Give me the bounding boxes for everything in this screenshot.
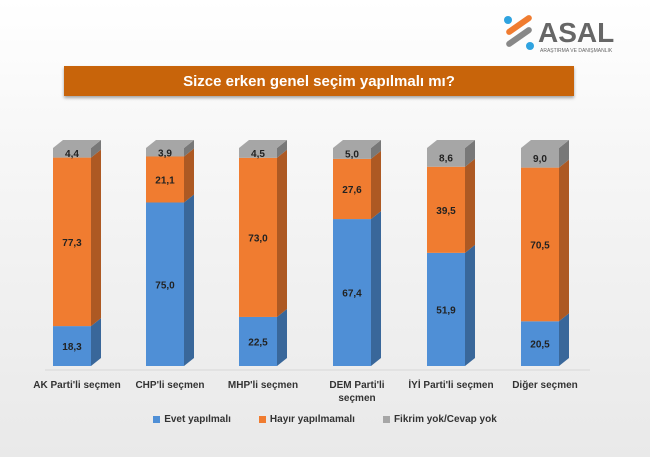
bar-segment xyxy=(53,326,91,366)
legend-item: Hayır yapılmamalı xyxy=(258,414,355,425)
data-label: 27,6 xyxy=(342,185,362,196)
bar-top xyxy=(239,140,287,148)
data-label: 20,5 xyxy=(530,340,550,351)
data-label: 22,5 xyxy=(248,337,268,348)
category-label: seçmen xyxy=(338,393,375,404)
bar-side xyxy=(184,140,194,157)
bar-top xyxy=(521,140,569,148)
data-label: 5,0 xyxy=(345,149,359,160)
bar-top xyxy=(146,140,194,148)
chart-title: Sizce erken genel seçim yapılmalı mı? xyxy=(64,66,574,96)
bar-top xyxy=(427,140,475,148)
bar-segment xyxy=(53,148,91,158)
bar-side xyxy=(277,140,287,158)
bar-side xyxy=(371,140,381,159)
data-label: 67,4 xyxy=(342,289,362,300)
data-label: 4,5 xyxy=(251,149,265,160)
bar-segment xyxy=(333,148,371,159)
category-label: CHP'li seçmen xyxy=(135,380,204,391)
data-label: 9,0 xyxy=(533,154,547,165)
bar-segment xyxy=(239,148,277,158)
bar-side xyxy=(91,149,101,327)
bar-side xyxy=(277,308,287,366)
category-label: MHP'li seçmen xyxy=(228,380,298,391)
bar-segment xyxy=(521,167,559,322)
bar-segment xyxy=(146,156,184,203)
legend-swatch xyxy=(258,416,266,423)
category-label: Diğer seçmen xyxy=(512,380,578,391)
bar-side xyxy=(465,158,475,253)
data-label: 18,3 xyxy=(62,342,82,353)
bar-segment xyxy=(146,202,184,366)
data-label: 70,5 xyxy=(530,240,550,251)
bar-side xyxy=(559,313,569,366)
data-label: 75,0 xyxy=(155,280,175,291)
data-label: 39,5 xyxy=(436,206,456,217)
bar-segment xyxy=(427,148,465,167)
bar-side xyxy=(559,159,569,322)
bar-side xyxy=(184,148,194,203)
category-label: İYİ Parti'li seçmen xyxy=(408,378,493,391)
bar-side xyxy=(91,140,101,158)
bar-segment xyxy=(146,148,184,157)
bar-side xyxy=(91,318,101,366)
asal-logo: ASAL ARAŞTIRMA VE DANIŞMANLIK xyxy=(504,15,614,54)
data-label: 73,0 xyxy=(248,233,268,244)
bar-segment xyxy=(239,316,277,366)
logo-text: ASAL xyxy=(538,17,614,48)
bar-top xyxy=(53,140,101,148)
bar-side xyxy=(277,149,287,317)
bar-segment xyxy=(53,157,91,327)
legend-swatch xyxy=(382,416,390,423)
bar-segment xyxy=(521,148,559,168)
legend-label: Fikrim yok/Cevap yok xyxy=(393,414,497,425)
bar-side xyxy=(465,140,475,167)
bar-segment xyxy=(333,219,371,366)
bar-segment xyxy=(239,157,277,317)
data-label: 51,9 xyxy=(436,305,456,316)
bar-side xyxy=(465,244,475,366)
category-label: DEM Parti'li xyxy=(329,380,384,391)
data-label: 21,1 xyxy=(155,176,175,187)
legend-item: Evet yapılmalı xyxy=(153,414,231,425)
bar-segment xyxy=(521,321,559,366)
legend-swatch xyxy=(153,416,161,423)
bar-side xyxy=(184,194,194,366)
bar-segment xyxy=(427,252,465,366)
data-label: 8,6 xyxy=(439,153,453,164)
legend-label: Evet yapılmalı xyxy=(164,414,231,425)
bar-top xyxy=(333,140,381,148)
data-label: 3,9 xyxy=(158,148,172,159)
data-label: 77,3 xyxy=(62,238,82,249)
bar-side xyxy=(371,150,381,220)
bar-side xyxy=(371,211,381,366)
legend: Evet yapılmalı Hayır yapılmamalı Fikrim yo… xyxy=(0,414,650,425)
category-label: AK Parti'li seçmen xyxy=(33,380,120,391)
logo-subtext: ARAŞTIRMA VE DANIŞMANLIK xyxy=(540,48,613,54)
bar-segment xyxy=(427,166,465,253)
legend-label: Hayır yapılmamalı xyxy=(269,414,355,425)
legend-item: Fikrim yok/Cevap yok xyxy=(382,414,497,425)
data-label: 4,4 xyxy=(65,149,79,160)
bar-segment xyxy=(333,158,371,220)
bar-side xyxy=(559,140,569,168)
